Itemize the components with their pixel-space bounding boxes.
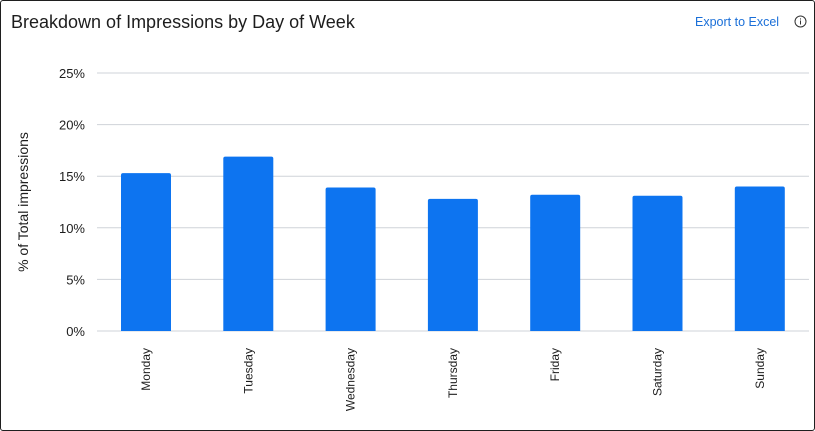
x-tick-label: Monday <box>139 348 153 391</box>
export-to-excel-link[interactable]: Export to Excel <box>695 15 780 29</box>
x-tick-label: Sunday <box>753 348 767 389</box>
y-tick-label: 15% <box>59 169 85 184</box>
x-tick-label: Thursday <box>446 348 460 398</box>
y-tick-label: 5% <box>66 272 85 287</box>
y-axis-label: % of Total impressions <box>15 132 31 272</box>
bar <box>734 186 785 331</box>
chart-title: Breakdown of Impressions by Day of Week <box>11 12 355 32</box>
y-tick-label: 25% <box>59 66 85 81</box>
x-tick-label: Saturday <box>651 348 665 396</box>
info-circle-icon[interactable] <box>794 15 807 28</box>
y-tick-label: 20% <box>59 118 85 133</box>
bar <box>632 195 683 331</box>
bar <box>530 194 581 331</box>
x-tick-label: Wednesday <box>344 348 358 411</box>
x-tick-label: Friday <box>548 348 562 381</box>
bar <box>223 156 274 331</box>
bar <box>325 187 376 331</box>
bar <box>121 173 171 331</box>
bar <box>427 198 478 331</box>
y-tick-label: 10% <box>59 221 85 236</box>
y-tick-label: 0% <box>66 324 85 339</box>
x-tick-label: Tuesday <box>241 348 255 394</box>
